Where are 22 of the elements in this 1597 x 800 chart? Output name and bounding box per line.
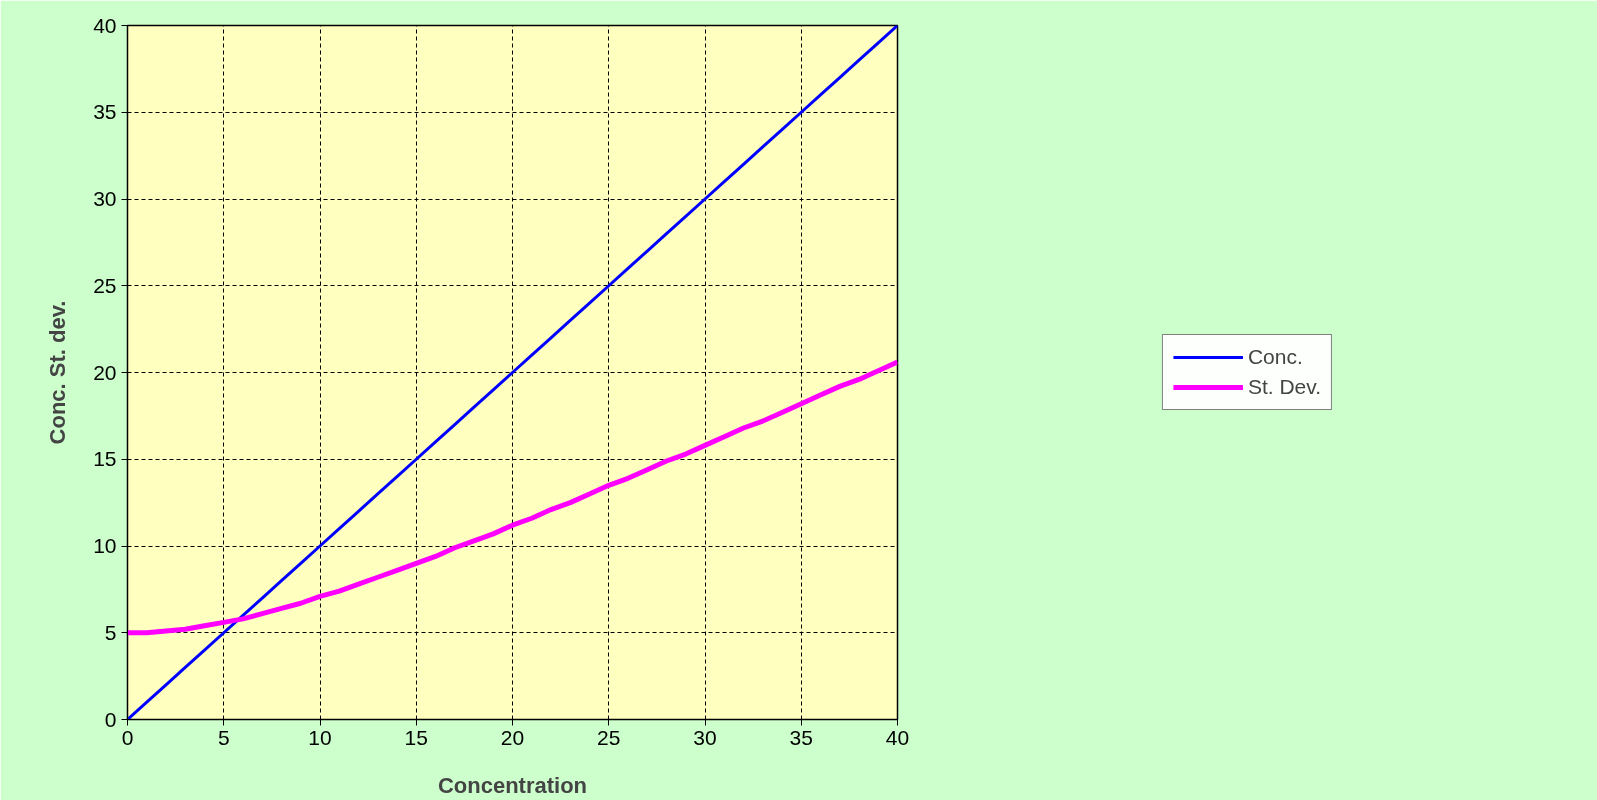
y-tick-label: 20 — [93, 360, 117, 384]
y-tick-label: 35 — [93, 100, 117, 124]
x-tick-label: 35 — [789, 725, 813, 749]
y-tick-label: 10 — [93, 534, 117, 557]
y-tick-label: 15 — [93, 447, 117, 471]
y-tick-label: 40 — [93, 13, 117, 37]
x-tick-label: 25 — [597, 725, 621, 749]
x-tick-label: 40 — [885, 725, 910, 749]
y-tick-label: 0 — [104, 707, 117, 731]
y-tick-label: 5 — [104, 620, 117, 644]
x-tick-label: 15 — [404, 725, 428, 749]
y-axis-title: Conc. St. dev. — [45, 300, 71, 445]
y-tick-label: 25 — [93, 273, 117, 297]
x-tick-label: 5 — [217, 725, 230, 749]
x-tick-label: 20 — [500, 725, 525, 749]
x-tick-label: 30 — [693, 725, 717, 749]
legend-label: St. Dev. — [1247, 375, 1322, 399]
legend-label: Conc. — [1247, 345, 1303, 369]
x-tick-label: 10 — [308, 725, 332, 749]
x-axis-title: Concentration — [437, 772, 588, 798]
x-tick-label: 0 — [121, 725, 134, 749]
y-tick-label: 30 — [93, 187, 117, 210]
